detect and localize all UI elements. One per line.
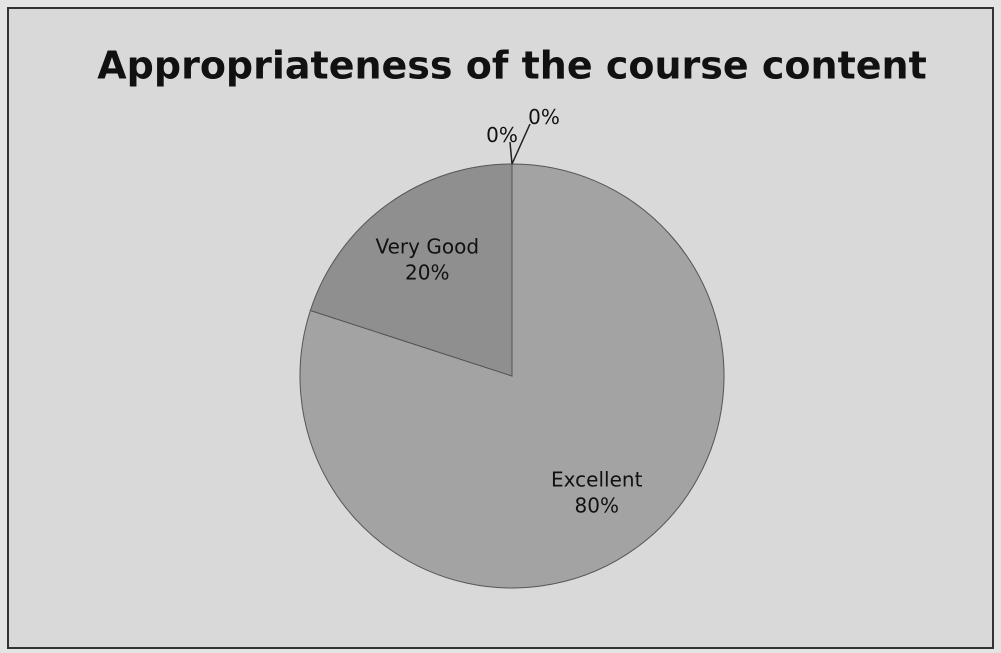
leader-line [511,123,531,165]
data-label: 0% [486,123,518,147]
value-label: 20% [405,260,449,284]
category-label: Excellent [551,467,643,491]
chart-title: Appropriateness of the course content [97,44,926,88]
data-label: 0% [528,105,560,129]
category-label: Very Good [376,234,480,258]
value-label: 0% [486,123,518,147]
value-label: 80% [575,493,619,517]
value-label: 0% [528,105,560,129]
pie-slice [309,163,513,377]
data-label: Excellent 80% [551,467,643,517]
leader-line [509,141,513,165]
data-label: Very Good 20% [376,234,480,284]
